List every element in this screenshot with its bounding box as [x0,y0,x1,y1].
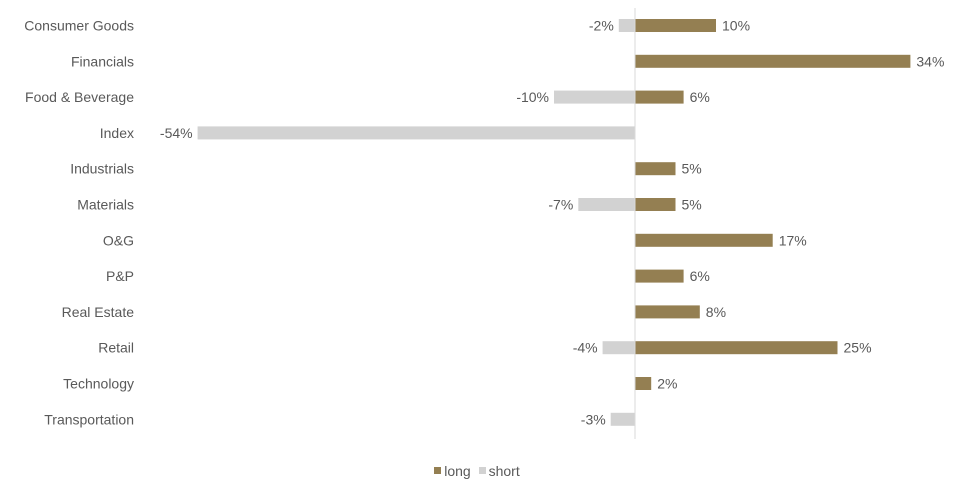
data-label-long-technology: 2% [657,376,677,392]
data-label-long-p-p: 6% [690,268,710,284]
bar-long-materials [635,198,676,211]
bar-chart: Consumer Goods 10% -2% Financials 34% Food & … [24,8,944,439]
data-label-long-real-estate: 8% [706,304,726,320]
data-label-long-retail: 25% [844,340,872,356]
bar-long-p-p [635,269,684,283]
bar-long-technology [635,377,652,390]
bar-short-materials [578,198,635,211]
bar-long-financials [635,54,911,68]
legend-label-short: short [488,462,520,479]
category-label-index: Index [100,125,134,141]
bar-long-industrials [635,162,676,176]
data-label-short-index: -54% [160,125,193,141]
legend-swatch-short [478,467,486,474]
data-label-long-industrials: 5% [682,161,702,177]
bar-long-o-g [635,233,773,247]
legend-item-long: long [434,462,471,479]
category-label-financials: Financials [71,53,134,69]
bar-long-food-beverage [635,90,684,104]
category-label-consumer-goods: Consumer Goods [24,18,134,34]
data-label-long-financials: 34% [916,53,944,69]
data-label-long-materials: 5% [682,197,702,213]
legend-item-short: short [478,462,520,479]
legend-swatch-long [434,467,442,474]
bar-short-food-beverage [554,90,635,104]
category-label-industrials: Industrials [70,161,134,177]
data-label-short-food-beverage: -10% [516,89,549,105]
data-label-long-o-g: 17% [779,232,807,248]
category-label-p-p: P&P [106,268,134,284]
category-label-food-beverage: Food & Beverage [25,89,134,105]
bar-short-retail [602,341,635,355]
bar-long-retail [635,341,838,355]
data-label-short-materials: -7% [548,197,573,213]
legend: long short [0,461,954,479]
category-label-technology: Technology [63,376,134,392]
data-label-short-consumer-goods: -2% [589,18,614,34]
bar-long-consumer-goods [635,19,716,32]
data-label-long-food-beverage: 6% [690,89,710,105]
category-label-retail: Retail [98,340,134,356]
data-label-short-retail: -4% [573,340,598,356]
bar-long-real-estate [635,305,700,319]
data-label-long-consumer-goods: 10% [722,18,750,34]
bar-short-transportation [610,412,635,426]
category-label-materials: Materials [77,197,134,213]
bar-short-consumer-goods [618,19,635,32]
category-label-real-estate: Real Estate [62,304,135,320]
category-label-o-g: O&G [103,232,134,248]
data-label-short-transportation: -3% [581,411,606,427]
bar-short-index [197,126,635,140]
category-label-transportation: Transportation [44,411,134,427]
legend-label-long: long [444,462,471,479]
